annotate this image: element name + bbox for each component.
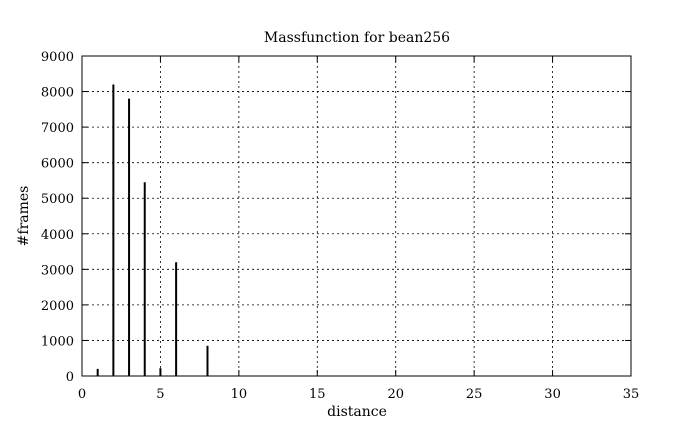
y-axis-label: #frames: [16, 186, 32, 247]
x-tick-label: 5: [156, 387, 164, 402]
x-tick-label: 30: [544, 387, 561, 402]
plot-frame: [81, 55, 632, 377]
y-tick-label: 4000: [41, 228, 74, 243]
chart-title: Massfunction for bean256: [264, 30, 450, 46]
y-tick-label: 1000: [41, 334, 74, 349]
y-tick-label: 3000: [41, 263, 74, 278]
ticks: 0 1000 2000 3000 4000 5000 6000 7000 8000 9000 0 5 1…: [41, 50, 639, 402]
x-tick-label: 25: [466, 387, 483, 402]
x-axis-label: distance: [327, 404, 387, 420]
y-tick-label: 6000: [41, 157, 74, 172]
x-tick-label: 0: [78, 387, 86, 402]
x-tick-label: 35: [623, 387, 640, 402]
bars: [96, 84, 209, 376]
y-tick-label: 8000: [41, 86, 74, 101]
y-tick-label: 2000: [41, 299, 74, 314]
y-tick-label: 9000: [41, 50, 74, 65]
x-tick-label: 20: [387, 387, 404, 402]
grid: [82, 56, 631, 376]
y-tick-label: 0: [66, 370, 74, 385]
x-tick-label: 15: [309, 387, 326, 402]
y-tick-label: 5000: [41, 192, 74, 207]
y-tick-label: 7000: [41, 121, 74, 136]
x-tick-label: 10: [231, 387, 248, 402]
